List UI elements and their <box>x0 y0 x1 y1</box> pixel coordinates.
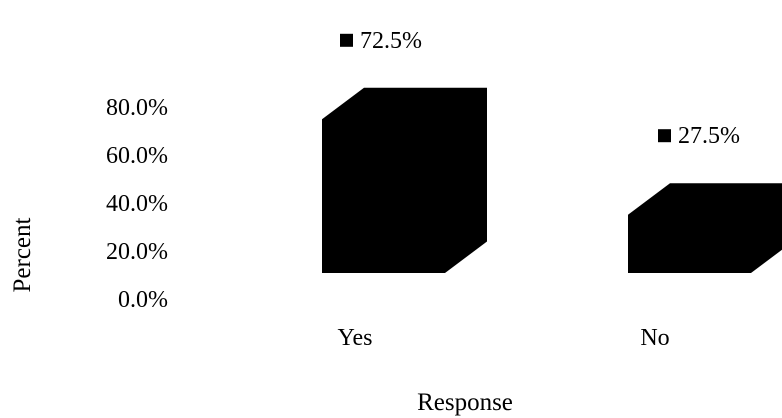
bar-yes <box>322 87 487 273</box>
data-label-key <box>340 33 353 47</box>
y-tick-label: 40.0% <box>106 191 168 217</box>
x-axis-categories: Yes No <box>338 325 670 351</box>
data-label: 72.5% <box>360 28 422 54</box>
x-axis-title: Response <box>417 389 513 416</box>
y-tick-label: 20.0% <box>106 239 168 265</box>
x-category-label: No <box>640 325 669 351</box>
data-label: 27.5% <box>678 123 740 149</box>
data-label-key <box>658 129 671 143</box>
y-tick-label: 60.0% <box>106 143 168 169</box>
y-axis-title: Percent <box>9 217 36 292</box>
bar-no <box>628 183 782 273</box>
x-category-label: Yes <box>338 325 373 351</box>
bars <box>322 87 782 273</box>
data-labels: 72.5% 27.5% <box>340 28 740 149</box>
y-tick-label: 80.0% <box>106 95 168 121</box>
y-axis-ticks: 0.0% 20.0% 40.0% 60.0% 80.0% <box>106 95 168 313</box>
y-tick-label: 0.0% <box>118 287 168 313</box>
